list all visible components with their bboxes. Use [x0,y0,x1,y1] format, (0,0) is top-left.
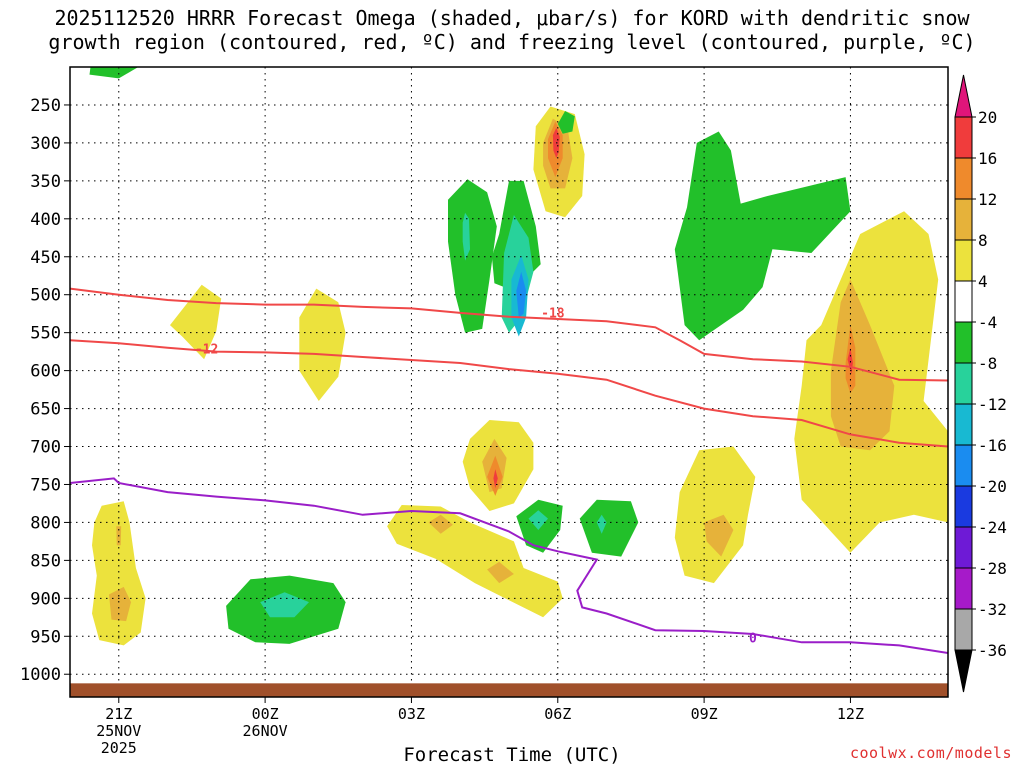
y-tick-label-450: 450 [30,248,61,268]
axes-layer: 250 300 350 400 450 500 550 600 650 700 750 800 850 9… [20,66,949,757]
omega-shading-layer [89,67,948,646]
omega-region-pos8-32 [704,514,734,557]
omega-region-pos8-1 [109,586,131,622]
ground-layer [70,683,948,697]
colorbar-band-4 [954,280,973,323]
omega-region-neg8-6 [260,592,309,618]
colorbar-band-7 [954,403,973,446]
omega-region-pos4-31 [674,446,756,584]
colorbar-band-1 [954,157,973,200]
y-tick-label-900: 900 [30,589,61,609]
site-credit: coolwx.com/models [849,744,1012,762]
x-tick-label-3-0: 00Z [252,705,279,723]
x-tick-label-0-1: 25NOV [96,722,141,740]
contour-layer: -12 -18 0 [70,287,948,654]
y-tick-label-700: 700 [30,438,61,458]
ground-strip [70,683,948,697]
omega-region-neg4-25 [674,131,851,341]
x-tick-label-3-1: 26NOV [243,722,288,740]
colorbar-label-2: 12 [978,190,997,209]
omega-region-neg4-30 [89,67,139,79]
y-tick-label-850: 850 [30,551,61,571]
y-tick-label-800: 800 [30,513,61,533]
chart-title-line-2: growth region (contoured, red, ºC) and f… [48,30,976,54]
dgz-bottom-contour [70,339,948,448]
omega-region-pos8-9 [487,561,514,584]
x-tick-label-0-0: 21Z [105,705,132,723]
colorbar-band-5 [954,321,973,364]
omega-region-pos4-4 [299,288,346,401]
colorbar-label-6: -8 [978,354,997,373]
y-tick-label-250: 250 [30,96,61,116]
chart-title-line-1: 2025112520 HRRR Forecast Omega (shaded, … [54,6,970,30]
y-tick-label-500: 500 [30,286,61,306]
omega-region-pos8-8 [428,514,453,534]
contour-label-1: -18 [541,307,565,322]
colorbar-band-12 [954,608,973,651]
freezing-level-contour [70,477,948,654]
y-tick-label-1000: 1000 [20,665,61,685]
omega-region-pos4-0 [92,501,146,646]
colorbar-band-11 [954,567,973,610]
colorbar-band-8 [954,444,973,487]
x-tick-label-15-0: 12Z [837,705,864,723]
omega-region-neg8-23 [462,212,470,261]
omega-region-neg4-24 [557,111,575,134]
colorbar-band-0 [954,116,973,159]
y-tick-label-350: 350 [30,172,61,192]
omega-colorbar: 20 16 12 8 4 -4 -8 -12 -16 -20 -24 -28 -32 -36 [954,74,1007,693]
colorbar-label-1: 16 [978,149,997,168]
contour-label-2: 0 [749,632,757,647]
y-tick-label-300: 300 [30,134,61,154]
y-tick-label-550: 550 [30,324,61,344]
dgz-top-contour [70,287,948,382]
omega-region-neg4-28 [579,499,639,557]
colorbar-bottom-arrow [954,649,973,693]
colorbar-band-2 [954,198,973,241]
grid-layer [70,67,948,684]
y-tick-label-650: 650 [30,400,61,420]
colorbar-label-11: -28 [978,559,1007,578]
y-tick-label-600: 600 [30,362,61,382]
colorbar-label-8: -16 [978,436,1007,455]
colorbar-band-9 [954,485,973,528]
colorbar-label-5: -4 [978,313,997,332]
colorbar-top-arrow [954,74,973,118]
x-tick-label-12-0: 09Z [691,705,718,723]
colorbar-band-10 [954,526,973,569]
plot-frame [69,66,949,698]
colorbar-label-13: -36 [978,641,1007,660]
colorbar-band-6 [954,362,973,405]
omega-region-pos4-7 [387,505,563,618]
colorbar-label-0: 20 [978,108,997,127]
colorbar-label-12: -32 [978,600,1007,619]
colorbar-label-3: 8 [978,231,988,250]
colorbar-label-7: -12 [978,395,1007,414]
x-tick-label-9-0: 06Z [544,705,571,723]
omega-region-pos8-34 [830,279,895,451]
y-tick-label-400: 400 [30,210,61,230]
x-tick-label-0-2: 2025 [101,739,137,757]
omega-region-neg4-22 [448,179,497,333]
omega-region-neg8-29 [596,514,607,534]
y-tick-label-750: 750 [30,475,61,495]
x-axis-label: Forecast Time (UTC) [403,744,621,766]
colorbar-band-3 [954,239,973,282]
contour-label-0: -12 [195,342,218,357]
x-tick-label-6-0: 03Z [398,705,425,723]
colorbar-label-10: -24 [978,518,1007,537]
colorbar-label-9: -20 [978,477,1007,496]
omega-region-pos16-13 [493,469,498,489]
colorbar-label-4: 4 [978,272,988,291]
y-tick-label-950: 950 [30,627,61,647]
omega-region-neg8-27 [528,510,548,530]
